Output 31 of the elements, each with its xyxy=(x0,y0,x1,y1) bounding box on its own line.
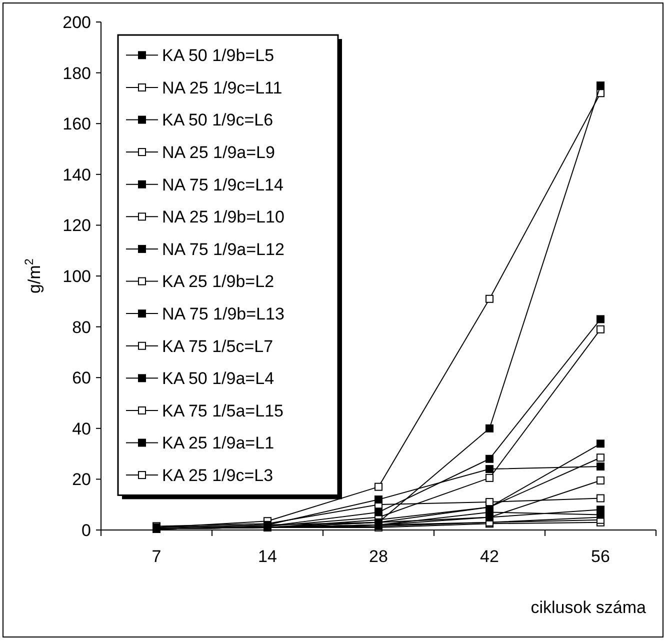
y-tick-label: 200 xyxy=(62,12,91,32)
x-tick-label: 7 xyxy=(152,547,162,566)
x-axis-title: ciklusok száma xyxy=(530,598,647,617)
legend-label: NA 75 1/9b=L13 xyxy=(162,304,284,324)
legend-label: KA 75 1/5a=L15 xyxy=(162,401,284,420)
y-tick-label: 40 xyxy=(72,419,91,438)
y-tick-label: 20 xyxy=(72,470,91,490)
legend-label: NA 25 1/9b=L10 xyxy=(162,208,284,227)
x-tick-label: 56 xyxy=(591,547,610,566)
legend-label: KA 50 1/9c=L6 xyxy=(162,110,274,130)
legend-label: NA 25 1/9c=L11 xyxy=(162,78,282,98)
legend-label: KA 25 1/9c=L3 xyxy=(162,466,274,485)
x-tick-label: 42 xyxy=(480,547,499,566)
legend-label: KA 50 1/9a=L4 xyxy=(162,369,274,388)
y-tick-label: 180 xyxy=(62,64,91,83)
legend-label: KA 50 1/9b=L5 xyxy=(162,46,274,66)
y-tick-label: 0 xyxy=(82,520,91,540)
legend-label: NA 75 1/9a=L12 xyxy=(162,240,284,259)
y-tick-label: 100 xyxy=(62,266,91,286)
y-tick-label: 80 xyxy=(72,318,91,337)
legend-label: NA 75 1/9c=L14 xyxy=(162,175,284,194)
y-tick-label: 160 xyxy=(62,114,91,134)
x-tick-label: 14 xyxy=(258,547,277,566)
y-tick-label: 60 xyxy=(72,368,91,388)
x-tick-label: 28 xyxy=(369,547,388,566)
legend-label: KA 75 1/5c=L7 xyxy=(162,336,274,356)
legend-label: KA 25 1/9a=L1 xyxy=(162,434,274,453)
legend-label: KA 25 1/9b=L2 xyxy=(162,272,274,292)
y-tick-label: 140 xyxy=(62,165,91,184)
legend-label: NA 25 1/9a=L9 xyxy=(162,143,275,162)
y-tick-label: 120 xyxy=(62,216,91,236)
